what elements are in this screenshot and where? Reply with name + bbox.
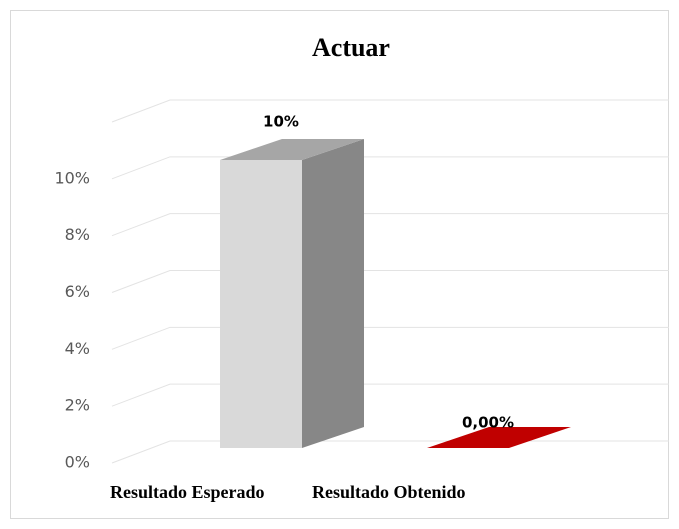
grid-line (111, 270, 669, 293)
bar-side (302, 139, 364, 448)
y-tick-label: 10% (54, 168, 90, 187)
y-tick-label: 8% (65, 225, 90, 244)
grid-line (111, 156, 669, 180)
x-tick-label: Resultado Obtenido (312, 482, 466, 502)
value-label: 10% (263, 113, 299, 131)
chart-title: Actuar (312, 33, 390, 62)
y-tick-label: 4% (65, 339, 90, 358)
bar-front (220, 160, 302, 448)
bar-top (427, 427, 571, 448)
grid-line (111, 326, 669, 350)
grid-line (111, 213, 669, 237)
y-tick-label: 6% (65, 282, 90, 301)
x-tick-label: Resultado Esperado (110, 482, 265, 502)
y-tick-label: 0% (65, 453, 90, 472)
grid-line (111, 383, 669, 407)
grid-line (111, 99, 669, 123)
value-label: 0,00% (462, 414, 514, 432)
y-tick-label: 2% (65, 396, 90, 415)
bar-top (220, 139, 364, 160)
